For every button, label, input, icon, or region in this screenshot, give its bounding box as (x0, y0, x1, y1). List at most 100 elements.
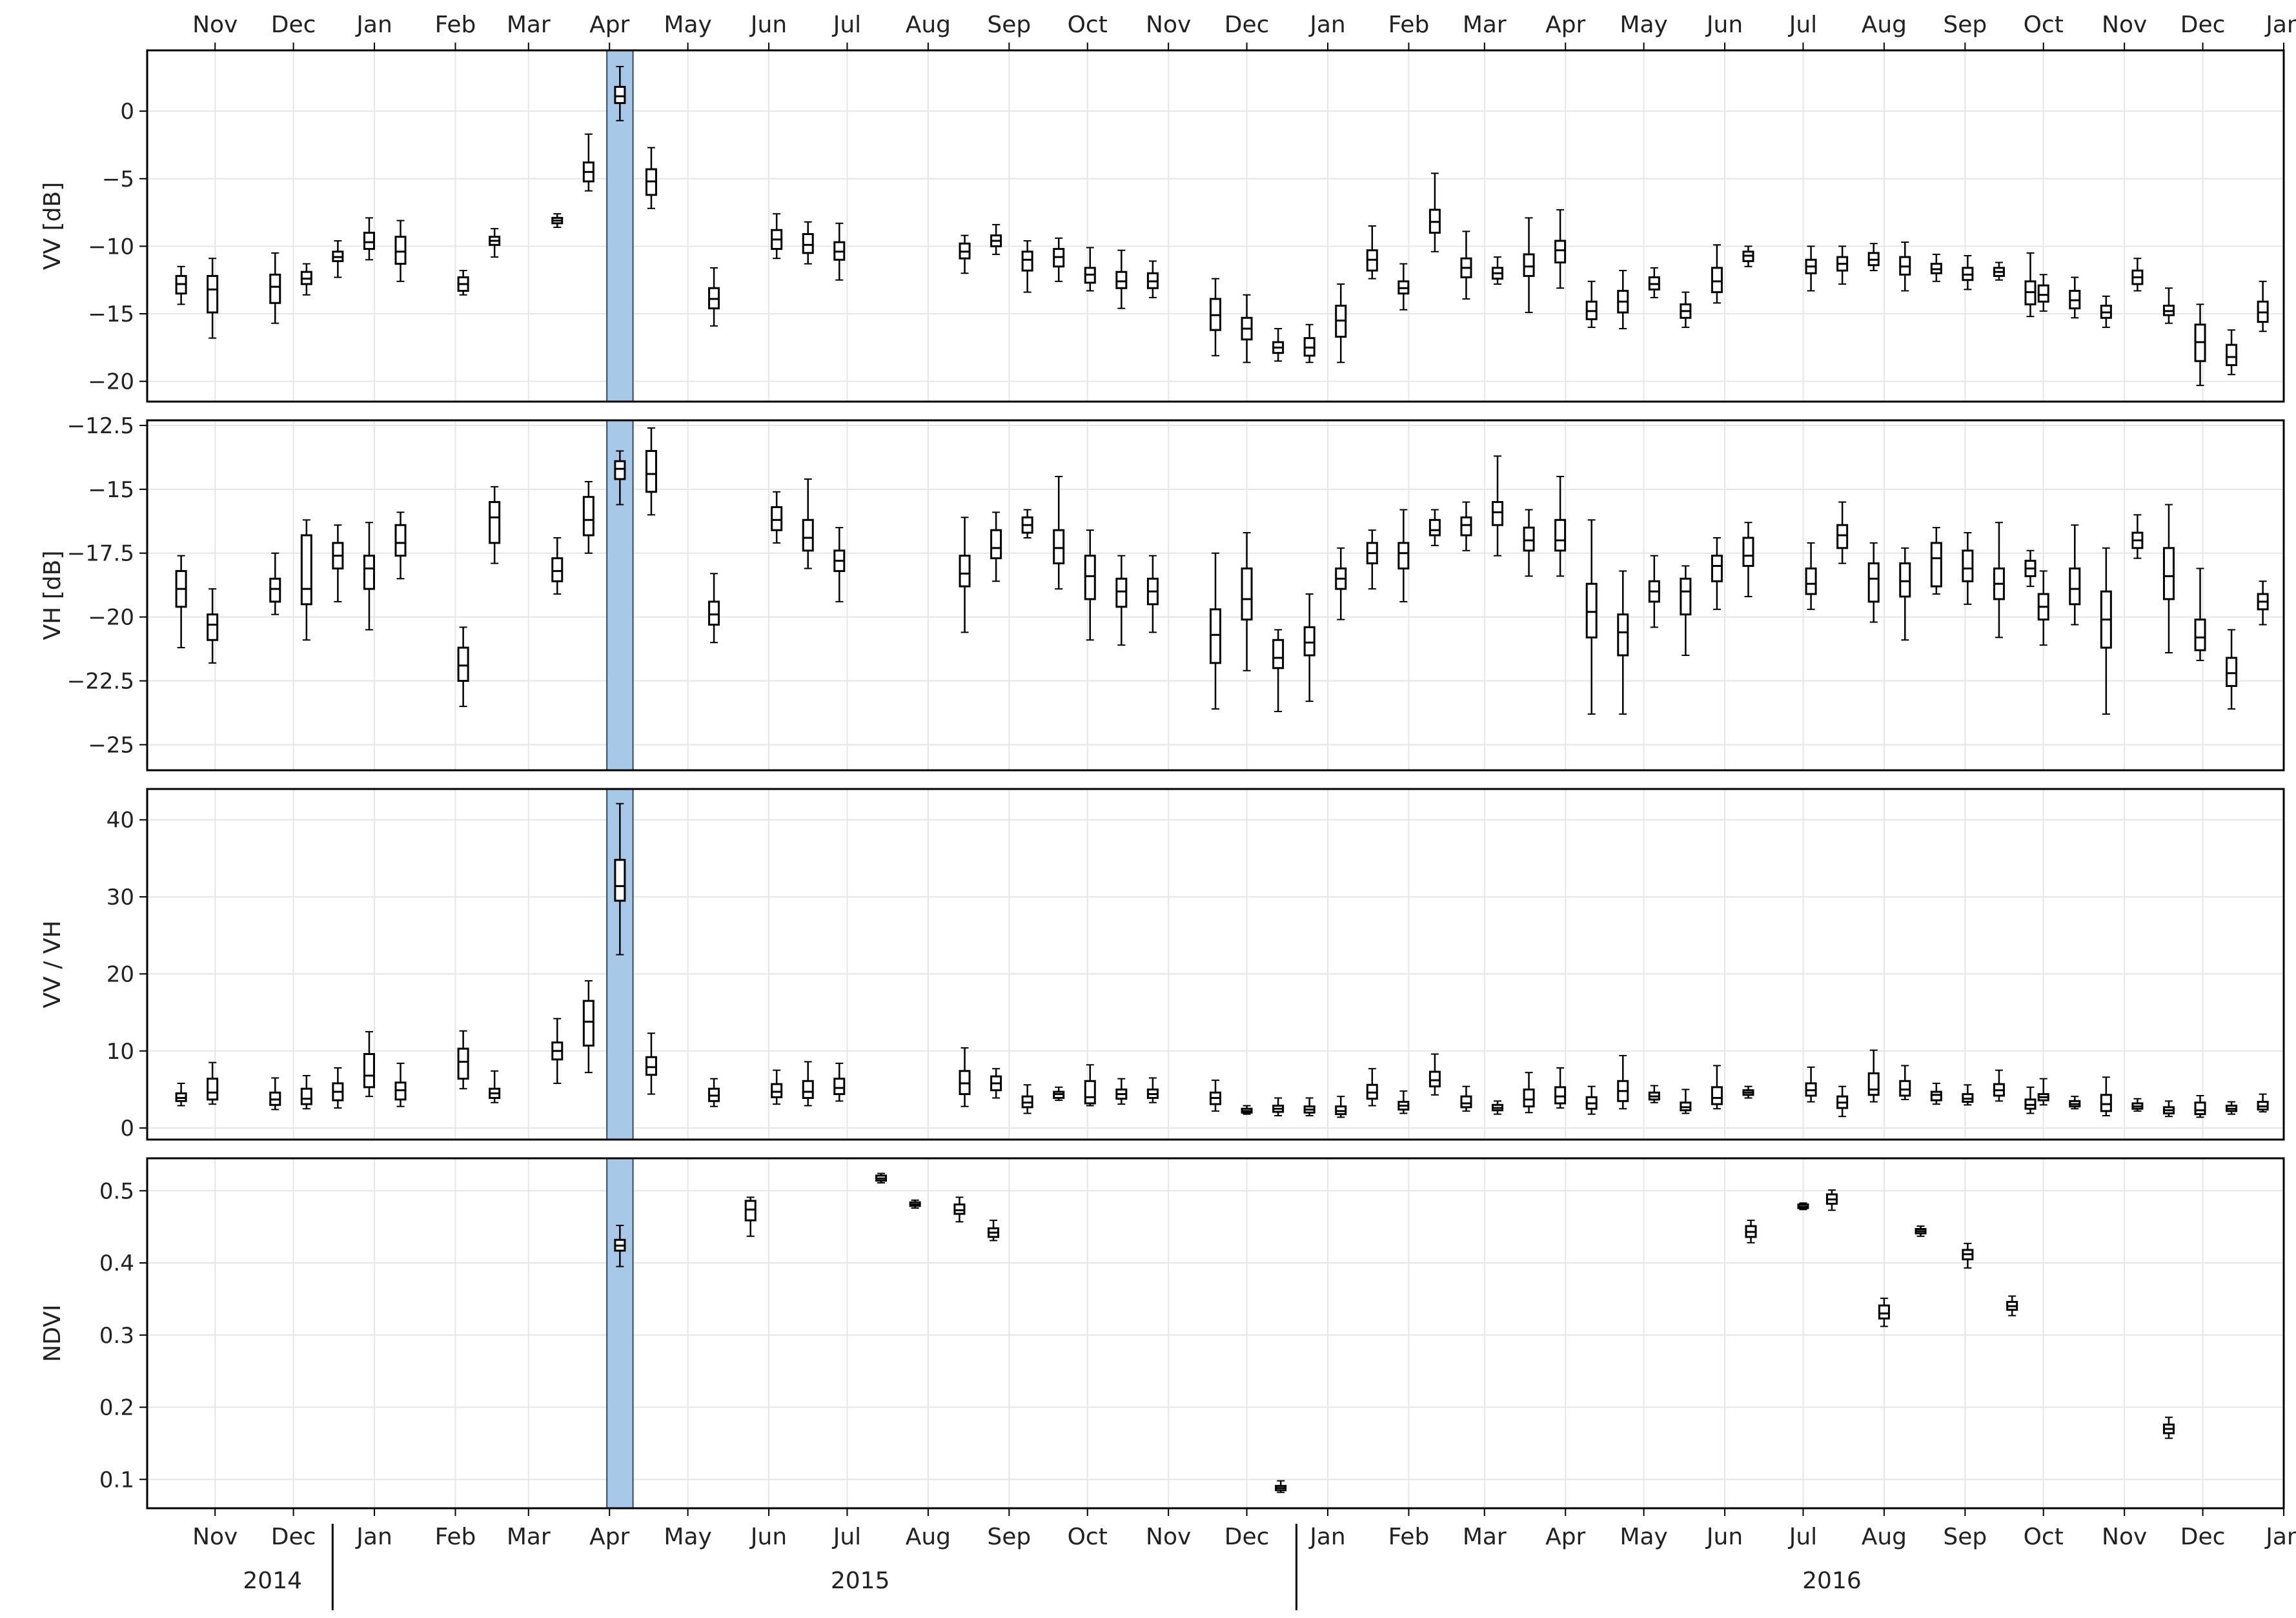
bottom-month-label: Mar (1463, 1524, 1507, 1550)
box-2015-08-15 (959, 517, 971, 633)
box-body (1460, 516, 1472, 537)
box-2016-12-12 (2226, 329, 2238, 376)
box-body (1460, 1095, 1472, 1109)
y-tick-label: 20 (107, 961, 134, 987)
y-tick-label: −15 (88, 477, 134, 503)
y-tick-label: 0 (120, 99, 134, 125)
bottom-month-label: Feb (435, 1524, 476, 1550)
bottom-month-label: Nov (192, 1524, 238, 1550)
box-2016-10-01 (2037, 274, 2049, 312)
box-body (1397, 542, 1410, 569)
box-body (1680, 577, 1692, 616)
y-axis-label: NDVI (39, 1304, 66, 1362)
box-2014-12-30 (363, 1030, 375, 1098)
box-2014-12-18 (332, 240, 344, 278)
box-2015-07-27 (909, 1199, 921, 1209)
y-tick-label: 0.5 (99, 1178, 134, 1204)
box-2015-05-11 (708, 573, 720, 644)
box-body (2194, 1101, 2206, 1116)
box-body (207, 1078, 219, 1101)
box-body (489, 501, 501, 544)
box-2016-05-29 (1711, 1065, 1723, 1110)
box-2015-06-04 (771, 213, 783, 260)
y-tick-label: −17.5 (67, 541, 134, 567)
box-2016-11-18 (2162, 504, 2175, 654)
box-2015-08-27 (990, 223, 1002, 255)
box-2015-12-25 (1303, 323, 1316, 364)
box-body (744, 1200, 757, 1222)
box-body (300, 534, 312, 606)
box-2015-02-16 (489, 486, 501, 564)
box-2014-12-30 (363, 522, 375, 631)
box-body (1867, 1072, 1880, 1096)
box-2015-02-04 (457, 1030, 469, 1090)
box-2015-11-19 (1210, 552, 1221, 710)
box-body (1867, 562, 1880, 603)
box-body (771, 1083, 783, 1098)
bottom-month-label: Dec (2180, 1524, 2226, 1550)
top-month-label: Nov (2102, 12, 2147, 38)
box-2016-08-09 (1899, 241, 1911, 292)
box-2015-12-01 (1241, 294, 1253, 364)
box-body (1805, 567, 1817, 595)
box-2016-02-23 (1460, 501, 1472, 551)
box-body (645, 449, 657, 493)
box-2015-07-14 (875, 1173, 888, 1183)
top-month-label: Oct (2024, 12, 2064, 38)
box-2015-05-11 (708, 267, 720, 327)
top-month-label: Jul (1788, 12, 1817, 38)
box-2016-11-06 (2131, 1098, 2144, 1112)
box-2016-10-25 (2100, 295, 2112, 328)
top-month-label: Aug (906, 12, 951, 38)
box-2016-11-18 (2162, 1100, 2175, 1118)
box-2014-10-19 (175, 555, 187, 649)
box-2015-03-24 (582, 480, 594, 554)
box-2016-03-30 (1554, 1067, 1567, 1109)
box-2015-12-13 (1272, 328, 1285, 362)
box-2016-01-06 (1335, 1096, 1347, 1118)
box-body (2037, 284, 2049, 303)
y-tick-label: 0.4 (99, 1251, 134, 1276)
box-body (2226, 657, 2238, 687)
box-body (1523, 253, 1535, 277)
box-2016-03-06 (1492, 256, 1504, 285)
box-body (802, 233, 814, 254)
bottom-month-label: Aug (906, 1524, 951, 1550)
box-2016-06-10 (1742, 245, 1754, 267)
bottom-month-label: Jul (832, 1524, 861, 1550)
box-2015-02-04 (457, 626, 469, 708)
y-tick-label: −10 (88, 234, 134, 260)
top-month-label: Dec (271, 12, 316, 38)
box-2016-11-06 (2131, 258, 2144, 292)
box-body (1115, 577, 1128, 608)
box-2015-09-08 (1021, 1084, 1033, 1114)
box-2016-08-09 (1899, 547, 1911, 641)
top-month-label: Apr (589, 12, 629, 38)
box-2016-09-02 (1962, 532, 1974, 605)
box-2015-10-02 (1084, 1064, 1096, 1107)
box-body (1899, 1080, 1911, 1097)
box-2016-11-30 (2194, 568, 2206, 661)
box-2015-08-13 (953, 1196, 966, 1223)
top-month-label: Jun (1705, 12, 1743, 38)
box-2016-01-18 (1366, 529, 1378, 590)
y-tick-label: −25 (88, 732, 134, 758)
box-2014-10-31 (207, 1061, 219, 1105)
bottom-month-label: Sep (987, 1524, 1031, 1550)
box-2016-01-30 (1397, 1090, 1410, 1114)
box-body (771, 506, 783, 531)
box-body (1053, 529, 1065, 565)
box-2016-08-21 (1930, 1082, 1942, 1105)
top-month-label: Dec (2180, 12, 2226, 38)
box-2016-09-02 (1962, 255, 1974, 291)
box-2014-11-24 (269, 552, 281, 615)
box-2015-08-27 (990, 1068, 1002, 1099)
box-body (1711, 1086, 1723, 1105)
top-month-label: May (1620, 12, 1667, 38)
box-2016-04-11 (1585, 280, 1598, 328)
box-body (1836, 524, 1849, 549)
box-2015-01-11 (394, 1062, 407, 1107)
box-body (1492, 501, 1504, 526)
box-2015-09-20 (1053, 1086, 1065, 1101)
box-2015-04-05 (614, 450, 626, 506)
